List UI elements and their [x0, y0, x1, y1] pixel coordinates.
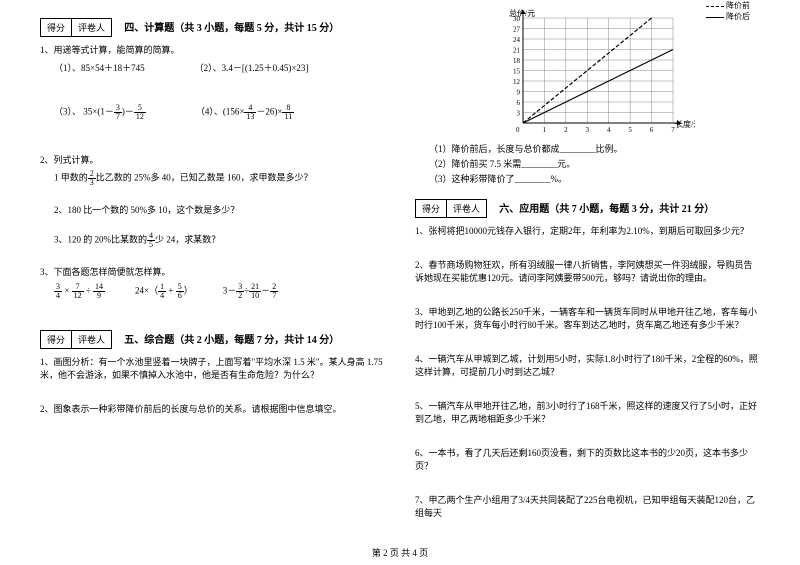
chart-fill3: （3）这种彩带降价了________%。 [429, 172, 760, 185]
svg-text:6: 6 [517, 99, 521, 107]
svg-text:长度/米: 长度/米 [675, 119, 695, 129]
q6-3: 3、甲地到乙地的公路长250千米，一辆客车和一辆货车同时从甲地开往乙地，客车每小… [415, 306, 760, 333]
section-5-title: 五、综合题（共 2 小题，每题 7 分，共计 14 分） [124, 331, 339, 346]
svg-text:总价/元: 总价/元 [509, 8, 535, 18]
score-box-5: 得分 评卷人 [40, 330, 112, 349]
q6-2: 2、春节商场购物狂欢，所有羽绒服一律八折销售，李阿姨想买一件羽绒服，导购员告诉她… [415, 259, 760, 286]
svg-text:18: 18 [513, 57, 521, 65]
chart-svg: 123456736912151821242730总价/元长度/米0 [495, 8, 695, 138]
q6-5: 5、一辆汽车从甲地开往乙地，前3小时行了168千米，照这样的速度又行了5小时，正… [415, 400, 760, 427]
q4-2-stem: 2、列式计算。 [40, 154, 385, 168]
svg-text:6: 6 [650, 126, 654, 134]
section-4-title: 四、计算题（共 3 小题，每题 5 分，共计 15 分） [124, 19, 339, 34]
svg-text:3: 3 [517, 110, 521, 118]
svg-text:15: 15 [513, 68, 521, 76]
page-footer: 第 2 页 共 4 页 [0, 546, 800, 559]
q4-1c: （3）、 35×(1－37)－512 [54, 104, 146, 121]
svg-text:24: 24 [513, 36, 521, 44]
q4-1b: （2）、3.4－[(1.25＋0.45)×23] [195, 61, 309, 74]
chart-fill1: （1）降价前后，长度与总价都成________比例。 [429, 142, 760, 155]
q4-1d: （4）、(156×413－26)×811 [196, 104, 294, 121]
score-box-6: 得分 评卷人 [415, 199, 487, 218]
q4-3-stem: 3、下面各题怎样简便就怎样算。 [40, 266, 385, 280]
chart: 降价前 降价后 123456736912151821242730总价/元长度/米… [495, 8, 760, 140]
q4-1-stem: 1、用递等式计算，能简算的简算。 [40, 44, 385, 58]
chart-legend: 降价前 降价后 [706, 0, 750, 22]
q5-1: 1、画图分析：有一个水池里竖着一块牌子，上面写着"平均水深 1.5 米"。某人身… [40, 356, 385, 383]
svg-text:21: 21 [513, 47, 521, 55]
q5-2: 2、图象表示一种彩带降价前后的长度与总价的关系。请根据图中信息填空。 [40, 403, 385, 417]
svg-text:4: 4 [607, 126, 611, 134]
q6-1: 1、张柯将把10000元钱存入银行，定期2年，年利率为2.10%，到期后可取回多… [415, 225, 760, 239]
q4-1a: （1）、85×54＋18＋745 [54, 61, 145, 74]
svg-text:1: 1 [543, 126, 547, 134]
q4-2c: 3、120 的 20%比某数的45少 24，求某数？ [54, 232, 385, 249]
score-label: 得分 [41, 19, 72, 36]
section-6-title: 六、应用题（共 7 小题，每题 3 分，共计 21 分） [499, 200, 714, 215]
q6-4: 4、一辆汽车从甲城到乙城，计划用5小时，实际1.8小时行了180千米，2全程的6… [415, 353, 760, 380]
q6-7: 7、甲乙两个生产小组用了3/4天共同装配了225台电视机，已知甲组每天装配120… [415, 494, 760, 521]
q6-6: 6、一本书，看了几天后还剩160页没看，剩下的页数比这本书的少20页，这本书多少… [415, 447, 760, 474]
svg-text:2: 2 [564, 126, 568, 134]
score-box: 得分 评卷人 [40, 18, 112, 37]
chart-fill2: （2）降价前买 7.5 米需________元。 [429, 157, 760, 170]
grader-label: 评卷人 [72, 19, 111, 36]
svg-text:9: 9 [517, 89, 521, 97]
svg-text:12: 12 [513, 78, 521, 86]
svg-text:5: 5 [628, 126, 632, 134]
q4-2a: 1 甲数的23比乙数的 25%多 40，已知乙数是 160，求甲数是多少？ [54, 170, 385, 187]
q4-3-exprs: 34 × 712 ÷ 149 24×（14 + 56） 3－32÷2110－27 [54, 283, 385, 300]
svg-text:3: 3 [586, 126, 590, 134]
q4-2b: 2、180 比一个数的 50%多 10，这个数是多少？ [54, 203, 385, 216]
svg-text:27: 27 [513, 26, 521, 34]
svg-text:0: 0 [516, 126, 520, 134]
